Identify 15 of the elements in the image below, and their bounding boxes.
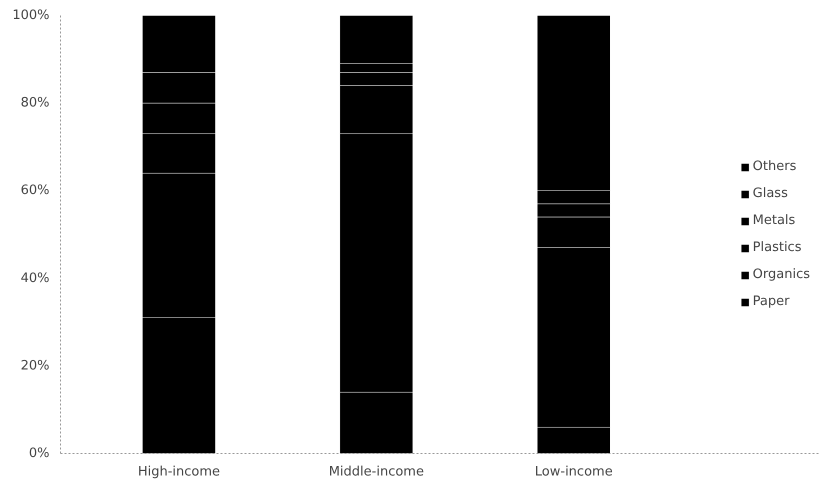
y-tick-label: 60%	[20, 183, 50, 198]
legend-label: Organics	[752, 267, 810, 282]
legend-label: Plastics	[752, 240, 802, 255]
x-tick-label: High-income	[138, 464, 220, 480]
y-tick-label: 40%	[20, 270, 50, 286]
x-tick-label: Middle-income	[328, 464, 424, 480]
y-tick-label: 100%	[12, 8, 50, 23]
x-tick-label: Low-income	[534, 464, 613, 480]
legend-label: Paper	[752, 294, 790, 309]
y-tick-label: 20%	[20, 358, 50, 374]
y-tick-label: 0%	[28, 446, 50, 461]
y-tick-label: 80%	[20, 96, 50, 111]
legend-label: Others	[752, 159, 796, 174]
legend-label: Metals	[752, 213, 796, 228]
legend-label: Glass	[752, 186, 788, 201]
